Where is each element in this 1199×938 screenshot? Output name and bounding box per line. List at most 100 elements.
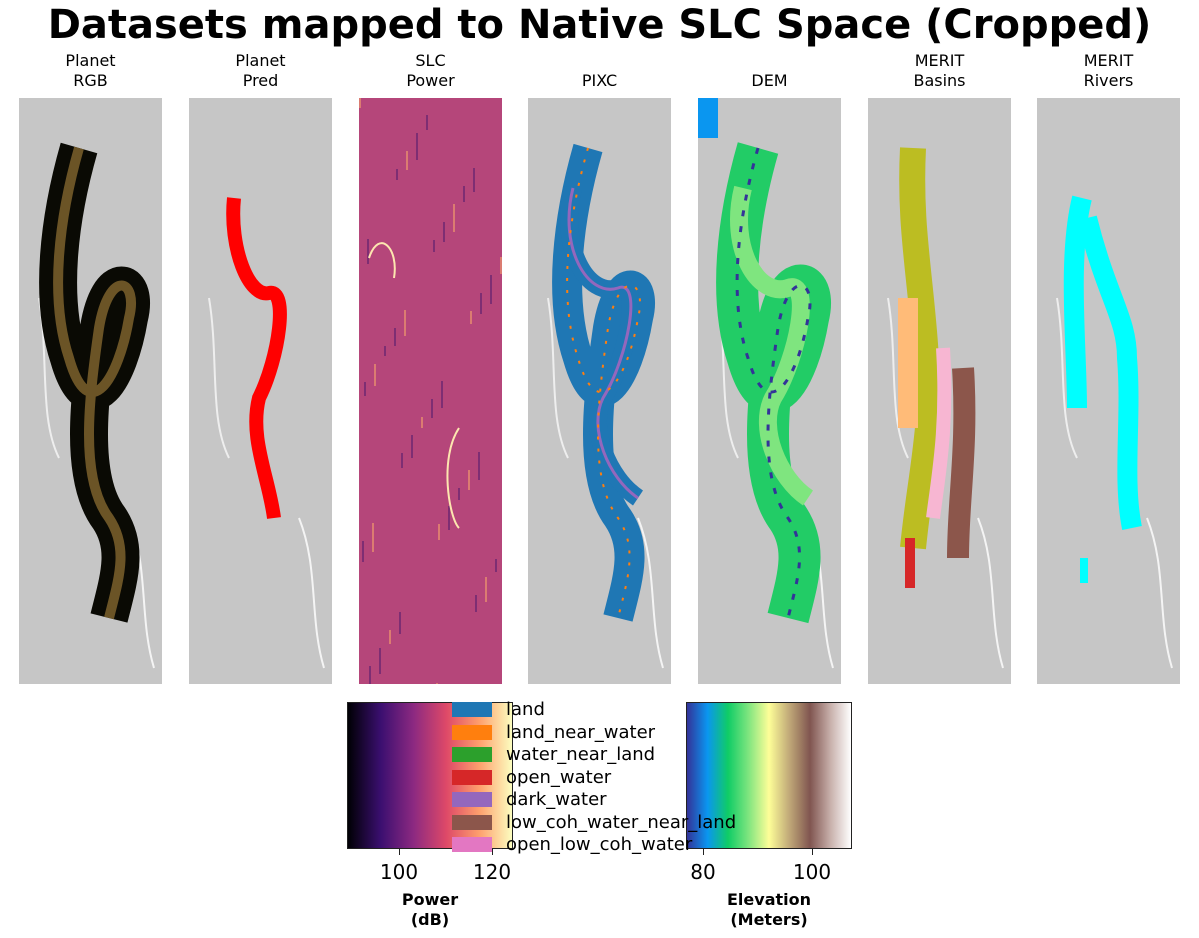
speckle <box>396 169 398 180</box>
speckle <box>475 595 477 612</box>
legend-swatch <box>452 724 492 740</box>
panel-rivers <box>1037 98 1180 684</box>
power-tick-120 <box>492 849 493 855</box>
background <box>359 98 502 684</box>
legend-label: dark_water <box>506 789 607 810</box>
elevation-tick-label: 100 <box>792 860 832 884</box>
elevation-colorbar-label: Elevation (Meters) <box>727 890 811 930</box>
speckle <box>362 541 364 562</box>
elevation-label-line2: (Meters) <box>730 910 808 929</box>
speckle <box>433 240 435 252</box>
panel-image <box>1037 98 1180 684</box>
speckle <box>463 186 465 202</box>
panel-dem <box>698 98 841 684</box>
panel-image <box>528 98 671 684</box>
power-tick-label: 100 <box>379 860 419 884</box>
speckle <box>421 417 423 428</box>
power-tick-100 <box>399 849 400 855</box>
panel-pred <box>189 98 332 684</box>
speckle <box>367 239 369 264</box>
elevation-tick-label: 80 <box>690 860 716 884</box>
elevation-colorbar <box>686 702 852 849</box>
speckle <box>448 506 450 530</box>
panel-title-line2: DEM <box>751 71 788 90</box>
speckle <box>480 293 482 314</box>
river-edge <box>566 147 641 619</box>
speckle <box>453 204 455 232</box>
panel-image <box>698 98 841 684</box>
speckle <box>369 666 371 684</box>
basin-mask <box>947 367 976 559</box>
legend-label: land <box>506 699 545 720</box>
white-streak <box>547 297 569 459</box>
legend-swatch <box>452 814 492 830</box>
speckle <box>473 168 475 192</box>
panel-power <box>359 98 502 706</box>
basin-mask <box>899 147 942 550</box>
river-mask <box>735 147 812 619</box>
panel-title: Planet Pred <box>189 51 332 91</box>
panel-title-line1: Planet <box>65 51 116 70</box>
legend-swatch <box>452 769 492 785</box>
panel-title-line1: SLC <box>415 51 446 70</box>
speckle <box>431 399 433 418</box>
speckle <box>436 683 438 706</box>
speckle <box>379 648 381 674</box>
river-mask <box>53 146 136 620</box>
white-streak <box>1146 517 1173 669</box>
white-streak <box>977 517 1004 669</box>
panel-title-line2: Power <box>406 71 455 90</box>
elevation-label-line1: Elevation <box>726 890 812 909</box>
legend-label: open_water <box>506 766 612 788</box>
background <box>1037 98 1180 684</box>
speckle <box>404 310 406 336</box>
panel-image <box>19 98 162 684</box>
power-colorbar-label: Power (dB) <box>402 890 458 930</box>
white-streak <box>887 297 909 459</box>
panel-title: Planet RGB <box>19 51 162 91</box>
panel-title-line1: MERIT <box>914 51 965 70</box>
speckle <box>458 488 460 500</box>
speckle <box>411 435 413 458</box>
panel-title-line2: RGB <box>73 71 108 90</box>
legend-label: water_near_land <box>506 744 656 765</box>
river-mask <box>226 197 287 519</box>
white-streak <box>208 297 230 459</box>
panel-title-line2: Rivers <box>1083 71 1134 90</box>
white-streak <box>298 517 325 669</box>
panel-title-line2: Basins <box>913 71 966 90</box>
speckle <box>495 559 497 572</box>
legend-label: low_coh_water_near_land <box>506 811 737 833</box>
speckle <box>401 453 403 468</box>
power-label-line1: Power <box>401 890 459 909</box>
speckle <box>470 311 472 324</box>
elevation-tick-100 <box>812 849 813 855</box>
speckle <box>438 524 440 540</box>
power-tick-label: 120 <box>472 860 512 884</box>
legend-swatch <box>452 837 492 852</box>
speckle <box>416 133 418 160</box>
speckle <box>500 257 502 274</box>
legend-swatch <box>452 747 492 762</box>
river-mask <box>1080 558 1088 583</box>
speckle <box>394 328 396 346</box>
panel-title: DEM <box>698 51 841 91</box>
panel-image <box>189 98 332 684</box>
basin-mask <box>926 347 952 519</box>
panel-title-line2: Pred <box>242 71 279 90</box>
legend-label: land_near_water <box>506 721 656 743</box>
speckle <box>485 577 487 602</box>
speckle <box>490 275 492 304</box>
legend-label: open_low_coh_water <box>506 834 693 855</box>
power-label-line2: (dB) <box>410 910 450 929</box>
speckle <box>443 222 445 242</box>
figure-title: Datasets mapped to Native SLC Space (Cro… <box>47 2 1152 48</box>
panel-title-line1: MERIT <box>1083 51 1134 70</box>
panel-title-line2: PIXC <box>581 71 618 90</box>
speckle <box>384 346 386 356</box>
legend-swatch <box>452 702 492 717</box>
river-mask <box>1063 195 1142 530</box>
speckle <box>426 115 428 130</box>
speckle <box>372 523 374 552</box>
panel-title: PIXC <box>528 51 671 91</box>
